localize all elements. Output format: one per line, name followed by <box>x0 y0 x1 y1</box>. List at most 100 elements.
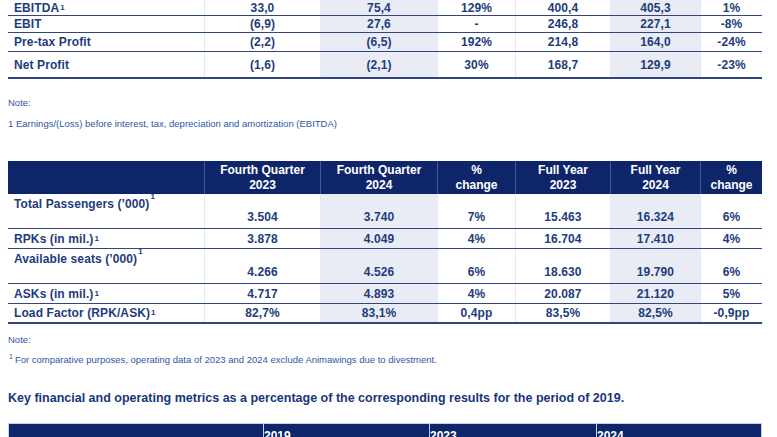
label-text: EBIT <box>14 17 42 31</box>
cell-fy-2024: 405,3 <box>610 0 700 15</box>
label-text: Available seats (’000) <box>14 252 137 266</box>
cell-pct-change-q: 6% <box>437 249 515 283</box>
label-text: Load Factor (RPK/ASK) <box>14 306 150 320</box>
cell-fy-2023: 20.087 <box>515 284 610 303</box>
cell-fy-2024: 227,1 <box>610 16 700 32</box>
cell-fy-2024: 82,5% <box>610 304 700 322</box>
cell-q4-2023: (6,9) <box>204 16 320 32</box>
cell-pct-change-fy: -8% <box>700 16 762 32</box>
table-row: Available seats (’000)1 4.266 4.526 6% 1… <box>8 249 762 284</box>
cell-q4-2024: 75,4 <box>320 0 437 15</box>
label-text: RPKs (in mil.) <box>14 232 93 246</box>
table-row: EBIT (6,9) 27,6 - 246,8 227,1 -8% <box>8 16 762 33</box>
header-q4-2024: Fourth Quarter2024 <box>320 161 437 194</box>
note-text: 1 Earnings/(Loss) before interest, tax, … <box>8 118 337 129</box>
header-line1: Full Year <box>631 163 681 178</box>
header-line2: change <box>710 178 752 193</box>
cell-pct-change-q: 30% <box>437 52 515 77</box>
cell-q4-2023: 4.266 <box>204 249 320 283</box>
header-2019: 2019 <box>263 424 429 437</box>
row-label: ASKs (in mil.)1 <box>8 284 204 303</box>
header-line1: Full Year <box>538 163 588 178</box>
label-text: Total Passengers (’000) <box>14 197 149 211</box>
label-text: EBITDA <box>14 1 59 15</box>
header-line1: % <box>471 163 482 178</box>
row-label: Net Profit <box>8 52 204 77</box>
header-line1: Fourth Quarter <box>337 163 422 178</box>
cell-fy-2024: 129,9 <box>610 52 700 77</box>
header-line2: 2023 <box>249 178 276 193</box>
cell-fy-2023: 18.630 <box>515 249 610 283</box>
cell-pct-change-q: 192% <box>437 33 515 51</box>
cell-q4-2024: (6,5) <box>320 33 437 51</box>
cell-pct-change-fy: 6% <box>700 194 762 228</box>
cell-pct-change-fy: 1% <box>700 0 762 15</box>
header-pct-change-fy: %change <box>700 161 762 194</box>
cell-pct-change-q: 4% <box>437 284 515 303</box>
operating-metrics-table: Fourth Quarter2023 Fourth Quarter2024 %c… <box>8 161 762 324</box>
cell-q4-2024: 3.740 <box>320 194 437 228</box>
table-row: Load Factor (RPK/ASK)1 82,7% 83,1% 0,4pp… <box>8 304 762 324</box>
cell-q4-2023: (2,2) <box>204 33 320 51</box>
note-body: For comparative purposes, operating data… <box>15 354 437 365</box>
row-label: EBITDA1 <box>8 0 204 15</box>
cell-q4-2023: 33,0 <box>204 0 320 15</box>
cell-q4-2024: 4.526 <box>320 249 437 283</box>
row-label: Available seats (’000)1 <box>8 249 204 283</box>
table-row: Pre-tax Profit (2,2) (6,5) 192% 214,8 16… <box>8 33 762 52</box>
cell-q4-2023: 3.504 <box>204 194 320 228</box>
cell-fy-2023: 16.704 <box>515 229 610 248</box>
cell-pct-change-fy: -0,9pp <box>700 304 762 322</box>
header-blank <box>8 161 204 194</box>
cell-fy-2024: 21.120 <box>610 284 700 303</box>
comparison-table-header: 2019 2023 2024 <box>8 423 762 437</box>
header-line1: % <box>726 163 737 178</box>
cell-q4-2023: 3.878 <box>204 229 320 248</box>
note-title: Note: <box>8 97 31 108</box>
header-fy-2024: Full Year2024 <box>610 161 700 194</box>
header-2024: 2024 <box>596 424 761 437</box>
cell-fy-2023: 168,7 <box>515 52 610 77</box>
cell-pct-change-fy: 4% <box>700 229 762 248</box>
cell-pct-change-fy: 6% <box>700 249 762 283</box>
table-row: ASKs (in mil.)1 4.717 4.893 4% 20.087 21… <box>8 284 762 304</box>
cell-fy-2023: 83,5% <box>515 304 610 322</box>
table-header-row: Fourth Quarter2023 Fourth Quarter2024 %c… <box>8 161 762 194</box>
cell-pct-change-q: 0,4pp <box>437 304 515 322</box>
header-fy-2023: Full Year2023 <box>515 161 610 194</box>
row-label: Total Passengers (’000)1 <box>8 194 204 228</box>
label-text: ASKs (in mil.) <box>14 287 93 301</box>
note-text: 1For comparative purposes, operating dat… <box>8 354 437 365</box>
financial-report-page: EBITDA1 33,0 75,4 129% 400,4 405,3 1% EB… <box>0 0 777 437</box>
table-row: RPKs (in mil.)1 3.878 4.049 4% 16.704 17… <box>8 229 762 249</box>
cell-pct-change-q: 7% <box>437 194 515 228</box>
cell-pct-change-fy: 5% <box>700 284 762 303</box>
footnote-marker: 1 <box>9 353 13 360</box>
section-heading: Key financial and operating metrics as a… <box>8 391 624 405</box>
financial-results-table: EBITDA1 33,0 75,4 129% 400,4 405,3 1% EB… <box>8 0 762 79</box>
header-blank <box>9 424 263 437</box>
header-line2: 2023 <box>550 178 577 193</box>
table-row: EBITDA1 33,0 75,4 129% 400,4 405,3 1% <box>8 0 762 16</box>
header-line2: 2024 <box>366 178 393 193</box>
cell-fy-2024: 164,0 <box>610 33 700 51</box>
header-line2: change <box>455 178 497 193</box>
cell-fy-2024: 16.324 <box>610 194 700 228</box>
cell-q4-2024: 83,1% <box>320 304 437 322</box>
header-line1: Fourth Quarter <box>220 163 305 178</box>
label-text: Pre-tax Profit <box>14 35 91 49</box>
row-label: Pre-tax Profit <box>8 33 204 51</box>
cell-pct-change-fy: -24% <box>700 33 762 51</box>
cell-pct-change-q: 4% <box>437 229 515 248</box>
header-pct-change-q: %change <box>437 161 515 194</box>
header-q4-2023: Fourth Quarter2023 <box>204 161 320 194</box>
header-2023: 2023 <box>429 424 596 437</box>
cell-q4-2024: (2,1) <box>320 52 437 77</box>
cell-fy-2023: 15.463 <box>515 194 610 228</box>
cell-q4-2023: 82,7% <box>204 304 320 322</box>
table-row: Total Passengers (’000)1 3.504 3.740 7% … <box>8 194 762 229</box>
cell-pct-change-q: 129% <box>437 0 515 15</box>
row-label: RPKs (in mil.)1 <box>8 229 204 248</box>
header-line2: 2024 <box>642 178 669 193</box>
note-title: Note: <box>8 334 31 345</box>
